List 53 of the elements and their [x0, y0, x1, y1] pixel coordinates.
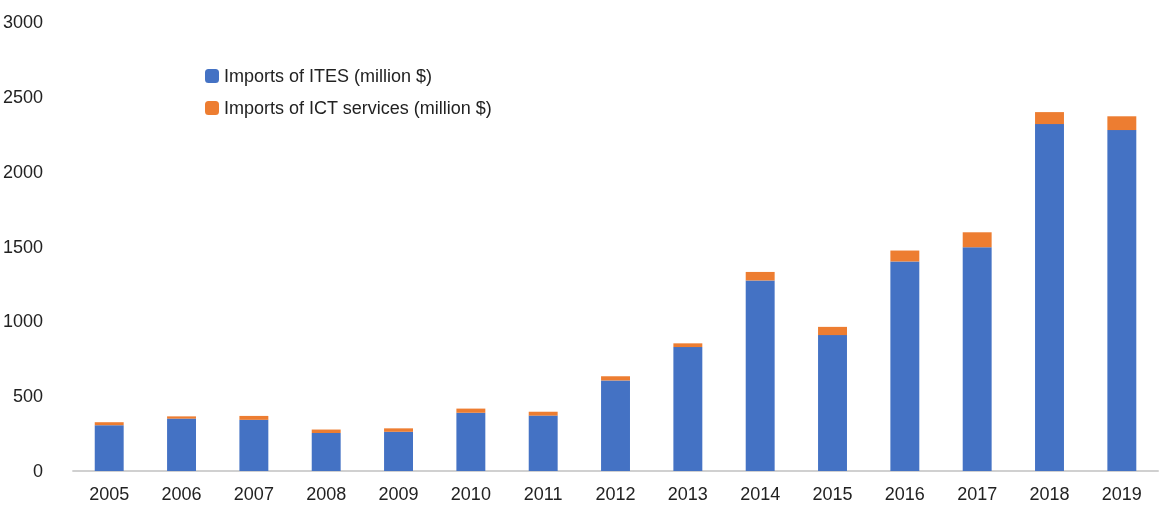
- bar: [962, 232, 992, 248]
- bar: [167, 416, 196, 419]
- x-tick-label: 2006: [161, 484, 202, 504]
- y-tick-label: 1500: [3, 236, 44, 257]
- bar: [601, 376, 630, 381]
- x-tick-label: 2007: [233, 484, 274, 504]
- bar: [890, 261, 920, 471]
- bar: [673, 347, 703, 471]
- bar: [1107, 116, 1137, 131]
- y-tick-label: 3000: [3, 12, 44, 32]
- bar: [384, 428, 413, 432]
- bar: [528, 411, 558, 416]
- x-tick-label: 2014: [740, 484, 781, 504]
- x-tick-label: 2010: [450, 484, 491, 504]
- bar: [456, 408, 486, 413]
- bar: [745, 271, 775, 281]
- legend-label: Imports of ITES (million $): [224, 66, 433, 86]
- bar: [673, 343, 703, 348]
- bar: [311, 432, 341, 471]
- x-tick-label: 2008: [306, 484, 347, 504]
- bar: [94, 425, 124, 471]
- bar: [745, 280, 775, 471]
- x-tick-label: 2013: [667, 484, 708, 504]
- bar: [1035, 124, 1064, 471]
- bar: [384, 431, 413, 471]
- x-tick-label: 2012: [595, 484, 636, 504]
- x-tick-label: 2015: [812, 484, 853, 504]
- x-tick-label: 2018: [1029, 484, 1070, 504]
- y-tick-label: 2000: [3, 161, 44, 182]
- x-tick-label: 2016: [884, 484, 925, 504]
- legend-label: Imports of ICT services (million $): [224, 98, 492, 118]
- x-tick-label: 2011: [523, 484, 563, 504]
- y-tick-label: 2500: [3, 86, 44, 107]
- bar: [601, 380, 630, 471]
- bar: [94, 422, 124, 426]
- bar: [239, 415, 269, 420]
- y-tick-label: 0: [33, 461, 44, 481]
- bar: [239, 419, 269, 471]
- x-tick-label: 2009: [378, 484, 419, 504]
- bar: [456, 412, 486, 471]
- x-tick-label: 2017: [957, 484, 998, 504]
- bar: [818, 335, 847, 471]
- y-tick-label: 1000: [3, 311, 44, 332]
- bar: [962, 247, 992, 471]
- bar: [1107, 130, 1137, 471]
- x-tick-label: 2005: [89, 484, 130, 504]
- bar: [890, 250, 920, 262]
- bar: [818, 326, 847, 336]
- bar: [528, 415, 558, 471]
- bar: [167, 418, 196, 471]
- bar: [1035, 112, 1064, 125]
- y-tick-label: 500: [13, 386, 44, 407]
- x-tick-label: 2019: [1101, 484, 1142, 504]
